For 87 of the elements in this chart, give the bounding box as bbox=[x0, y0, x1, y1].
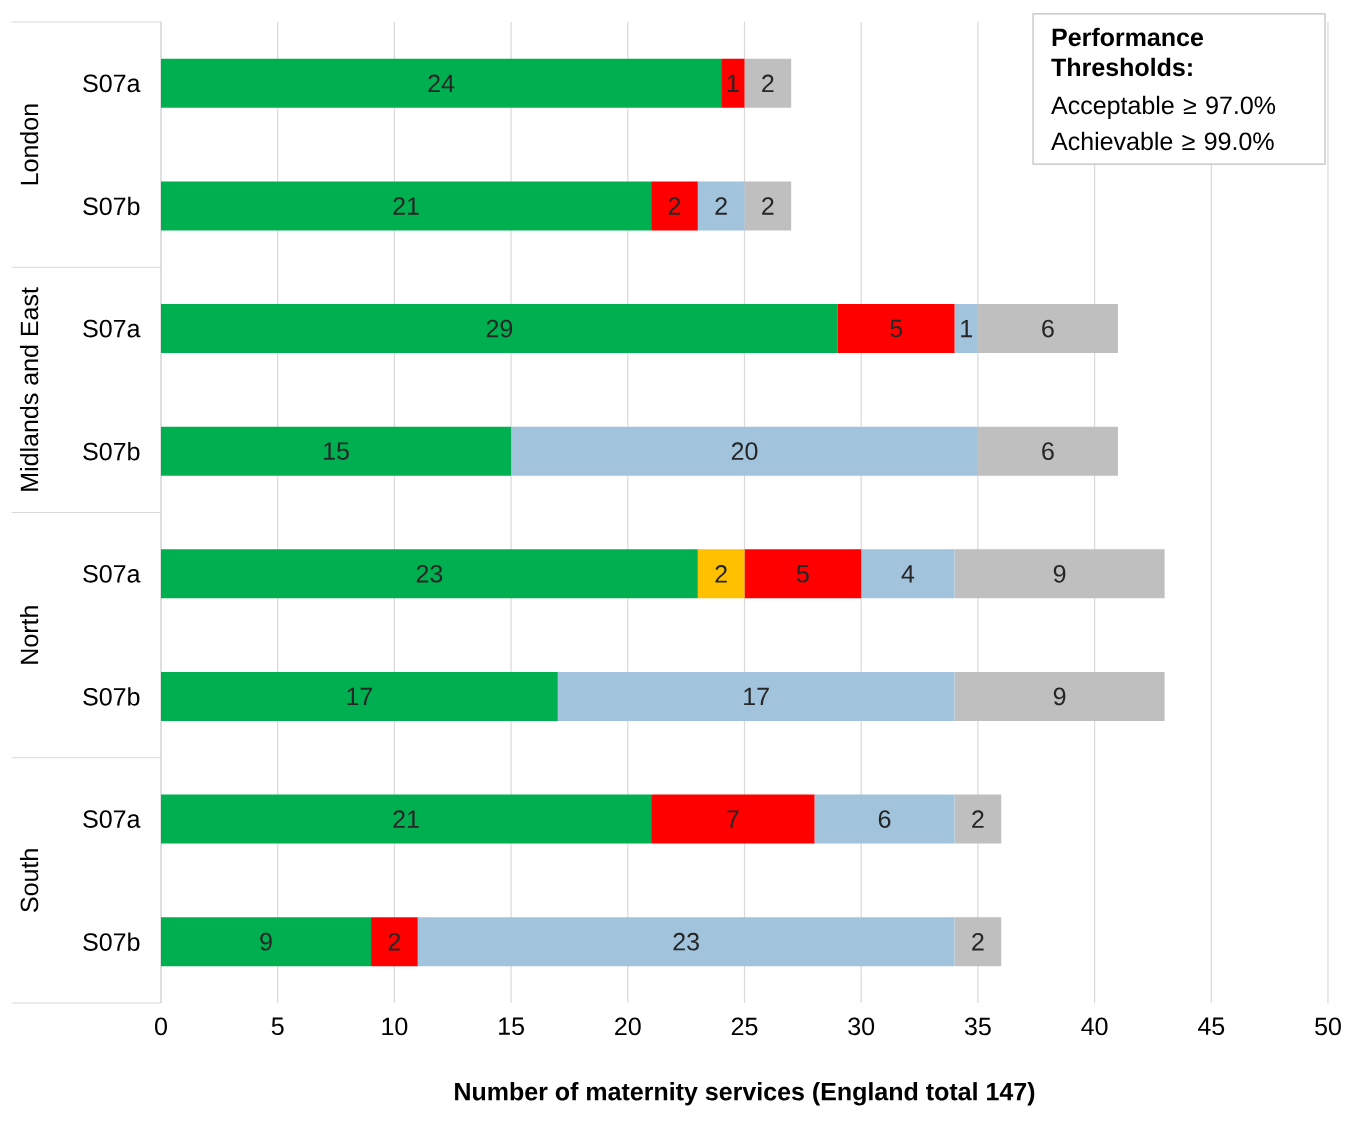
bar bbox=[814, 794, 955, 844]
data-label: 1 bbox=[727, 74, 739, 92]
data-label: 2 bbox=[715, 565, 727, 583]
x-tick-label: 45 bbox=[1197, 1017, 1225, 1035]
x-tick-label: 5 bbox=[271, 1017, 284, 1035]
data-label: 2 bbox=[715, 197, 727, 215]
data-label: 2 bbox=[762, 197, 774, 215]
x-tick-label: 20 bbox=[615, 1017, 641, 1036]
bar bbox=[651, 794, 815, 844]
bar bbox=[651, 181, 698, 231]
data-label: 9 bbox=[260, 932, 272, 951]
text: North bbox=[19, 606, 39, 664]
x-tick-label: 25 bbox=[731, 1017, 758, 1036]
y-tick-label: S07b bbox=[83, 196, 140, 216]
bar bbox=[977, 426, 1118, 476]
annotation: Acceptable ≥ 97.0% bbox=[1051, 95, 1276, 120]
data-label: 21 bbox=[393, 197, 419, 215]
x-tick-label: 15 bbox=[499, 1017, 524, 1035]
y-tick-label: S07a bbox=[83, 74, 141, 93]
bar bbox=[954, 671, 1165, 721]
data-label: 6 bbox=[1042, 319, 1054, 338]
y-tick-label: S07a bbox=[83, 810, 141, 828]
data-label: 29 bbox=[486, 319, 513, 338]
data-label: 6 bbox=[878, 810, 891, 828]
bar bbox=[954, 794, 1002, 844]
data-label: 6 bbox=[1042, 442, 1054, 461]
data-label: 15 bbox=[324, 442, 349, 460]
bar bbox=[161, 549, 698, 599]
y-tick-label: S07b bbox=[83, 932, 140, 951]
data-label: 23 bbox=[673, 932, 699, 951]
bar bbox=[161, 917, 372, 967]
y-tick-label: S07b bbox=[83, 687, 140, 706]
data-label: 23 bbox=[416, 564, 443, 583]
bar bbox=[837, 304, 955, 354]
data-label: 2 bbox=[972, 810, 984, 828]
bar bbox=[511, 426, 978, 476]
y-tick-label: S07a bbox=[83, 564, 141, 583]
bar bbox=[557, 671, 955, 721]
x-tick-label: 50 bbox=[1315, 1017, 1341, 1036]
annotation: Performance Thresholds: bbox=[1051, 27, 1204, 77]
data-label: 9 bbox=[1053, 564, 1066, 583]
text: London bbox=[19, 104, 39, 185]
data-label: 1 bbox=[961, 319, 972, 338]
x-tick-label: 35 bbox=[964, 1017, 991, 1036]
x-tick-label: 10 bbox=[382, 1017, 408, 1036]
data-label: 21 bbox=[393, 810, 419, 828]
bar bbox=[161, 58, 722, 108]
bar bbox=[161, 304, 838, 354]
data-label: 2 bbox=[388, 932, 401, 951]
data-label: 20 bbox=[731, 442, 758, 461]
y-tick-label: S07b bbox=[83, 442, 140, 461]
bar bbox=[417, 917, 955, 967]
bar bbox=[697, 181, 745, 231]
data-label: 2 bbox=[972, 932, 984, 951]
data-label: 5 bbox=[890, 319, 903, 338]
data-label: 24 bbox=[428, 74, 455, 93]
data-label: 7 bbox=[727, 810, 739, 828]
text: Midlands and East bbox=[19, 287, 39, 491]
data-label: 5 bbox=[796, 565, 809, 583]
data-label: 9 bbox=[1053, 687, 1066, 706]
bar bbox=[721, 58, 745, 108]
bar bbox=[861, 549, 955, 599]
x-axis-title: Number of maternity services (England total 147) bbox=[455, 1082, 1035, 1106]
bar bbox=[161, 671, 558, 721]
x-tick-label: 30 bbox=[848, 1017, 875, 1036]
data-label: 17 bbox=[744, 687, 769, 706]
data-label: 2 bbox=[762, 74, 774, 93]
y-tick-label: S07a bbox=[83, 319, 141, 338]
bar bbox=[697, 549, 745, 599]
bar bbox=[371, 917, 418, 967]
bar bbox=[744, 181, 792, 231]
bar bbox=[977, 304, 1118, 354]
bar bbox=[744, 58, 792, 108]
bar bbox=[954, 917, 1002, 967]
bar bbox=[744, 549, 862, 599]
bar bbox=[954, 304, 978, 354]
x-tick-label: 0 bbox=[155, 1017, 167, 1036]
bar bbox=[161, 181, 652, 231]
data-label: 17 bbox=[347, 687, 373, 706]
bar bbox=[954, 549, 1165, 599]
annotation: Achievable ≥ 99.0% bbox=[1051, 131, 1274, 151]
text: South bbox=[19, 849, 39, 912]
data-label: 2 bbox=[668, 197, 681, 215]
bar bbox=[161, 426, 512, 476]
bar bbox=[161, 794, 652, 844]
x-tick-label: 40 bbox=[1081, 1017, 1108, 1036]
data-label: 4 bbox=[901, 565, 915, 583]
